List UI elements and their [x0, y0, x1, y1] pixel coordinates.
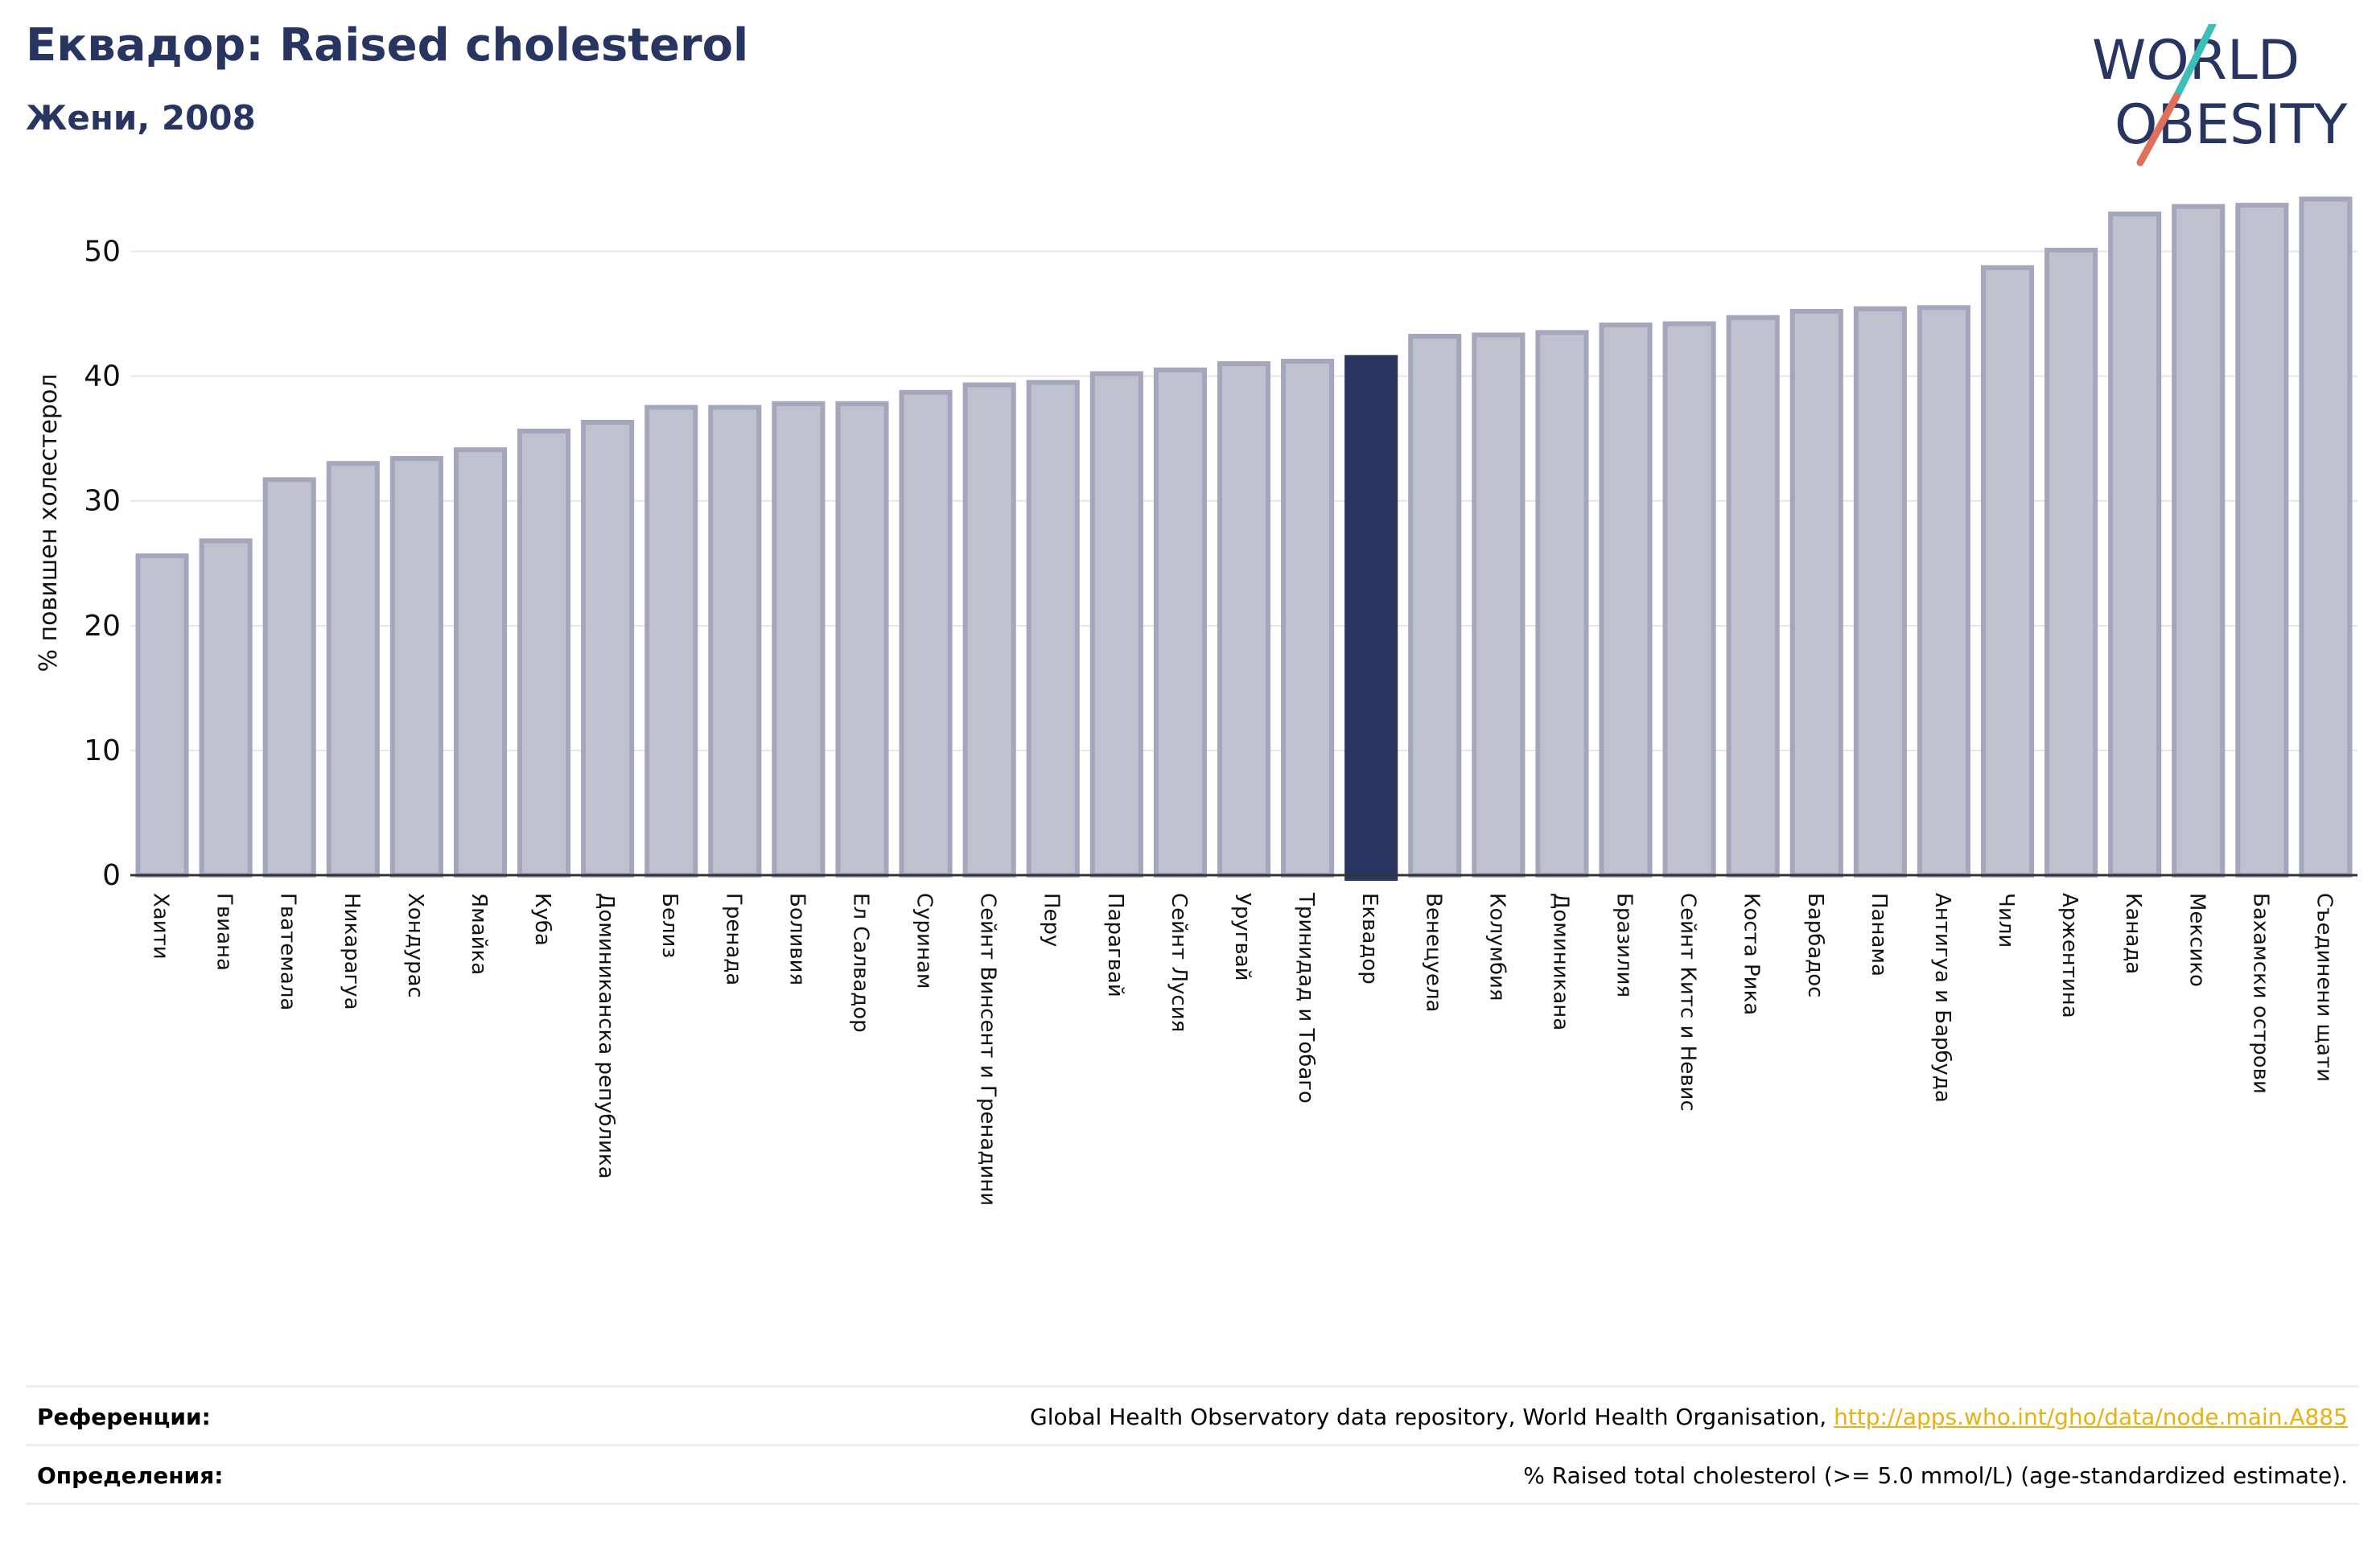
bar	[2172, 204, 2226, 878]
chart-title: Еквадор: Raised cholesterol	[26, 19, 749, 72]
bar	[389, 455, 443, 878]
x-tick-label: Колумбия	[1484, 893, 1509, 1001]
x-tick-label: Панама	[1867, 893, 1891, 977]
bar	[2235, 203, 2289, 878]
x-tick-label: Никарагуа	[340, 893, 364, 1010]
x-tick-label: Чили	[1994, 893, 2018, 948]
bar	[135, 553, 189, 878]
bar	[262, 477, 316, 878]
bar	[962, 382, 1016, 878]
x-tick-label: Барбадос	[1803, 893, 1827, 997]
bar	[2299, 196, 2353, 878]
x-tick-label: Сейнт Китс и Невис	[1676, 893, 1700, 1112]
x-tick-label: Тринидад и Тобаго	[1294, 892, 1318, 1104]
x-tick-label: Канада	[2121, 893, 2145, 974]
bar	[899, 389, 953, 878]
x-tick-label: Бахамски острови	[2248, 893, 2272, 1094]
y-tick-label: 40	[84, 360, 121, 393]
x-tick-label: Аржентина	[2057, 893, 2081, 1018]
bar	[644, 405, 698, 878]
bar	[1662, 321, 1716, 878]
sources-row: Референции: Global Health Observatory da…	[26, 1385, 2359, 1444]
bar	[2044, 247, 2098, 878]
bars	[135, 196, 2353, 881]
x-tick-label: Парагвай	[1103, 893, 1127, 997]
bar	[199, 538, 253, 878]
bar	[2108, 212, 2162, 878]
x-tick-label: Доминикана	[1548, 893, 1572, 1030]
y-tick-label: 0	[102, 859, 121, 892]
bar	[1281, 359, 1335, 878]
bar	[1026, 380, 1080, 878]
x-tick-labels: Хаити Гвиана Гватемала Никарагуа Хондурас Яма…	[149, 892, 2337, 1206]
x-tick-label: Коста Рика	[1740, 893, 1764, 1015]
x-tick-label: Белиз	[657, 893, 681, 958]
y-tick-label: 30	[84, 485, 121, 518]
bar-chart: 0 10 20 30 40 50 Хаити Гвиана Гватемала Никарагу…	[35, 196, 2357, 1206]
bar	[1917, 305, 1970, 878]
bar	[1599, 323, 1653, 878]
x-tick-label: Хондурас	[403, 893, 427, 998]
x-tick-label: Антигуа и Барбуда	[1930, 893, 1954, 1103]
x-tick-label: Перу	[1040, 893, 1064, 947]
bar	[708, 405, 762, 878]
x-tick-label: Гватемала	[276, 893, 300, 1010]
references-table: Референции: Global Health Observatory da…	[26, 1385, 2359, 1505]
bar	[453, 447, 508, 878]
bar	[326, 461, 380, 878]
sources-link[interactable]: http://apps.who.int/gho/data/node.main.A…	[1834, 1404, 2348, 1430]
bar	[772, 401, 826, 878]
y-tick-label: 10	[84, 734, 121, 767]
world-obesity-logo: WORLD OBESITY	[2092, 24, 2348, 167]
y-tick-label: 20	[84, 610, 121, 643]
y-axis-label: % повишен холестерол	[35, 374, 63, 672]
x-tick-label: Хаити	[149, 893, 173, 960]
x-tick-label: Сейнт Винсент и Гренадини	[976, 893, 1000, 1206]
y-tick-label: 50	[84, 236, 121, 269]
x-tick-label: Суринам	[912, 893, 937, 989]
definitions-value: % Raised total cholesterol (>= 5.0 mmol/…	[1523, 1462, 2348, 1489]
bar	[1853, 306, 1907, 878]
chart-subtitle: Жени, 2008	[26, 98, 256, 138]
bar	[1535, 330, 1589, 878]
x-tick-label: Съединени щати	[2312, 893, 2336, 1082]
x-tick-label: Куба	[530, 893, 554, 946]
bar	[1217, 361, 1271, 878]
bar	[1153, 367, 1207, 878]
x-tick-label: Венецуела	[1421, 893, 1445, 1012]
definitions-row: Определения: % Raised total cholesterol …	[26, 1444, 2359, 1505]
logo-slash-bottom	[2136, 93, 2180, 167]
bar	[581, 420, 635, 878]
y-tick-labels: 0 10 20 30 40 50	[84, 236, 121, 892]
x-tick-label: Уругвай	[1230, 893, 1254, 981]
x-tick-label: Еквадор	[1357, 893, 1381, 985]
x-tick-label: Сейнт Лусия	[1167, 893, 1191, 1032]
bar	[517, 428, 571, 878]
bar	[1726, 315, 1780, 878]
bar	[1789, 308, 1843, 878]
x-tick-label: Гвиана	[212, 893, 237, 971]
definitions-label: Определения:	[37, 1462, 224, 1489]
logo-slash-top	[2172, 24, 2217, 101]
x-tick-label: Доминиканска република	[594, 893, 618, 1179]
x-tick-label: Бразилия	[1612, 893, 1637, 997]
bar	[1089, 371, 1143, 878]
bar	[1980, 265, 2035, 878]
sources-value: Global Health Observatory data repositor…	[1030, 1404, 2348, 1430]
logo-word-obesity: OBESITY	[2114, 93, 2348, 157]
sources-label: Референции:	[37, 1404, 211, 1430]
x-tick-label: Ямайка	[467, 893, 491, 975]
bar	[1408, 334, 1462, 878]
x-tick-label: Ел Салвадор	[848, 893, 872, 1033]
bar	[835, 401, 889, 878]
x-tick-label: Мексико	[2184, 893, 2209, 987]
bar-highlighted	[1344, 355, 1398, 881]
bar	[1472, 332, 1526, 878]
x-tick-label: Боливия	[784, 893, 809, 985]
sources-text: Global Health Observatory data repositor…	[1030, 1404, 1834, 1430]
x-tick-label: Гренада	[721, 893, 745, 985]
